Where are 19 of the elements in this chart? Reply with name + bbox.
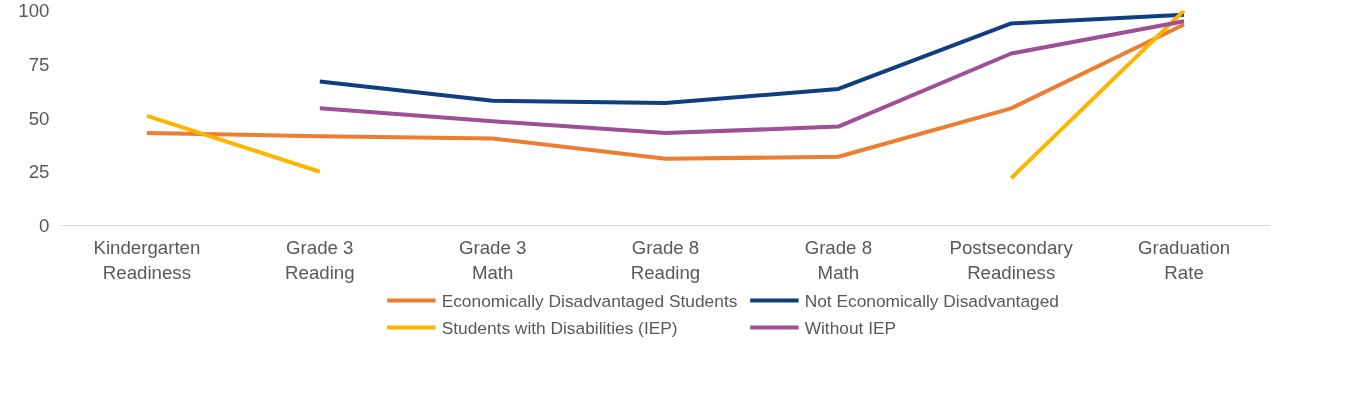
x-tick-label: Kindergarten Readiness (93, 236, 201, 283)
y-tick-label: 75 (28, 53, 50, 75)
x-tick-label: Grade 8 Math (804, 236, 873, 283)
line-series (144, 22, 1187, 161)
y-tick-label: 50 (28, 107, 50, 129)
legend-label: Not Economically Disadvantaged (804, 290, 1059, 311)
line-series (317, 19, 1187, 136)
legend-label: Students with Disabilities (IEP) (441, 317, 678, 338)
y-tick-label: 0 (39, 215, 50, 236)
x-tick-label: Grade 3 Reading (285, 236, 355, 283)
legend-label: Economically Disadvantaged Students (441, 290, 738, 311)
x-tick-label: Grade 3 Math (458, 236, 527, 283)
x-tick-label: Grade 8 Reading (630, 236, 701, 283)
x-tick-label: Graduation Rate (1137, 236, 1231, 283)
y-tick-label: 100 (18, 0, 50, 21)
y-tick-label: 25 (28, 161, 50, 183)
x-tick-label: Postsecondary Readiness (949, 236, 1074, 283)
legend-label: Without IEP (804, 317, 897, 338)
line-series (317, 12, 1187, 105)
